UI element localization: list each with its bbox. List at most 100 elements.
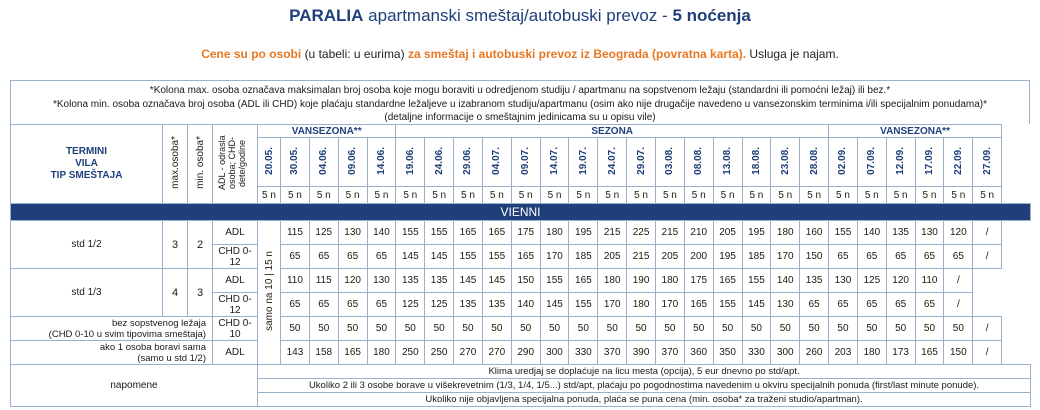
price-cell: 50 — [626, 316, 656, 341]
date-header: 28.08. — [799, 137, 830, 187]
price-cell: 50 — [770, 316, 801, 341]
date-header: 27.09. — [972, 137, 1003, 187]
price-cell: 115 — [280, 220, 310, 245]
price-cell: 165 — [337, 340, 368, 365]
price-cell: 125 — [856, 268, 887, 293]
price-cell: 215 — [654, 220, 685, 245]
date-header: 23.08. — [770, 137, 801, 187]
season-vansezona-1: VANSEZONA** — [256, 124, 397, 138]
price-cell: 205 — [712, 220, 743, 245]
price-cell: 65 — [337, 244, 368, 269]
price-cell: 195 — [568, 220, 599, 245]
price-cell: 158 — [308, 340, 339, 365]
date-label: 02.09. — [837, 146, 849, 175]
price-cell: 135 — [395, 268, 426, 293]
price-cell: 50 — [683, 316, 714, 341]
price-cell: 180 — [770, 220, 801, 245]
accommodation-type: ako 1 osoba boravi sama (samo u std 1/2) — [10, 340, 213, 365]
price-cell: 130 — [366, 268, 397, 293]
nights-cell: 5 n — [597, 186, 628, 204]
date-label: 04.06. — [318, 146, 330, 175]
price-cell: 50 — [856, 316, 887, 341]
subtitle-service: Usluga je najam. — [749, 47, 839, 61]
date-label: 24.06. — [433, 146, 445, 175]
price-cell: 215 — [597, 220, 628, 245]
page-title: PARALIA apartmanski smeštaj/autobuski pr… — [0, 6, 1040, 26]
price-cell: 50 — [799, 316, 830, 341]
price-cell: 145 — [453, 268, 483, 293]
date-label: 07.09. — [866, 146, 878, 175]
price-cell: 50 — [424, 316, 455, 341]
price-cell: 390 — [626, 340, 656, 365]
header-min-persons: min. osoba* — [187, 124, 213, 204]
price-cell: 175 — [510, 220, 541, 245]
date-header: 03.08. — [654, 137, 685, 187]
date-header: 12.09. — [885, 137, 916, 187]
price-cell: 65 — [914, 292, 945, 317]
price-cell: / — [972, 244, 1003, 269]
date-label: 12.09. — [895, 146, 907, 175]
price-cell: 50 — [337, 316, 368, 341]
price-cell: 165 — [453, 220, 483, 245]
price-cell: 165 — [712, 268, 743, 293]
price-cell: 50 — [453, 316, 483, 341]
nights-cell: 5 n — [654, 186, 685, 204]
type-line-1: ako 1 osoba boravi sama — [99, 341, 206, 353]
price-cell: 145 — [741, 292, 772, 317]
price-cell: 135 — [453, 292, 483, 317]
person-type: CHD 0-10 — [212, 316, 258, 341]
date-label: 28.08. — [808, 146, 820, 175]
price-cell: 155 — [453, 244, 483, 269]
price-cell: 155 — [741, 268, 772, 293]
price-cell: 120 — [885, 268, 916, 293]
price-cell: 65 — [337, 292, 368, 317]
price-cell: 173 — [885, 340, 916, 365]
price-cell: 180 — [626, 292, 656, 317]
date-header: 19.07. — [568, 137, 599, 187]
villa-name: VIENNI — [10, 203, 1031, 221]
nights-cell: 5 n — [366, 186, 397, 204]
price-cell: 180 — [597, 268, 628, 293]
price-cell: 170 — [654, 292, 685, 317]
nights-cell: 5 n — [453, 186, 483, 204]
accommodation-type: std 1/2 — [10, 220, 163, 269]
price-cell: 165 — [481, 220, 512, 245]
nights-cell: 5 n — [856, 186, 887, 204]
price-cell: 165 — [683, 292, 714, 317]
price-cell: 350 — [712, 340, 743, 365]
title-destination: PARALIA — [289, 6, 364, 25]
price-cell: 65 — [366, 244, 397, 269]
price-cell: 140 — [770, 268, 801, 293]
nights-cell: 5 n — [424, 186, 455, 204]
price-cell: 195 — [712, 244, 743, 269]
date-label: 03.08. — [664, 146, 676, 175]
accommodation-type: bez sopstvenog ležaja (CHD 0-10 u svim ti… — [10, 316, 213, 341]
price-cell: 50 — [943, 316, 974, 341]
price-cell: 65 — [943, 244, 974, 269]
nights-cell: 5 n — [885, 186, 916, 204]
price-cell: 140 — [856, 220, 887, 245]
price-cell: 145 — [395, 244, 426, 269]
price-cell: 50 — [510, 316, 541, 341]
date-label: 14.07. — [549, 146, 561, 175]
date-label: 09.07. — [520, 146, 532, 175]
price-cell: 330 — [741, 340, 772, 365]
table-row: CHD 0-12 65 65 65 65 125 125 135 135 140 145 155 170… — [11, 292, 1031, 317]
price-cell: 135 — [799, 268, 830, 293]
price-cell: 50 — [597, 316, 628, 341]
date-label: 18.08. — [750, 146, 762, 175]
date-label: 17.09. — [923, 146, 935, 175]
price-cell: 155 — [712, 292, 743, 317]
price-cell: 143 — [280, 340, 310, 365]
price-cell: 65 — [799, 292, 830, 317]
price-cell: 145 — [539, 292, 570, 317]
date-header: 24.07. — [597, 137, 628, 187]
nights-cell: 5 n — [972, 186, 1003, 204]
price-cell: 150 — [943, 340, 974, 365]
price-cell: 170 — [539, 244, 570, 269]
min-persons: 3 — [187, 268, 213, 317]
nights-cell: 5 n — [683, 186, 714, 204]
table-notes: *Kolona max. osoba označava maksimalan b… — [10, 80, 1030, 124]
price-cell: 175 — [683, 268, 714, 293]
price-cell: 65 — [914, 244, 945, 269]
